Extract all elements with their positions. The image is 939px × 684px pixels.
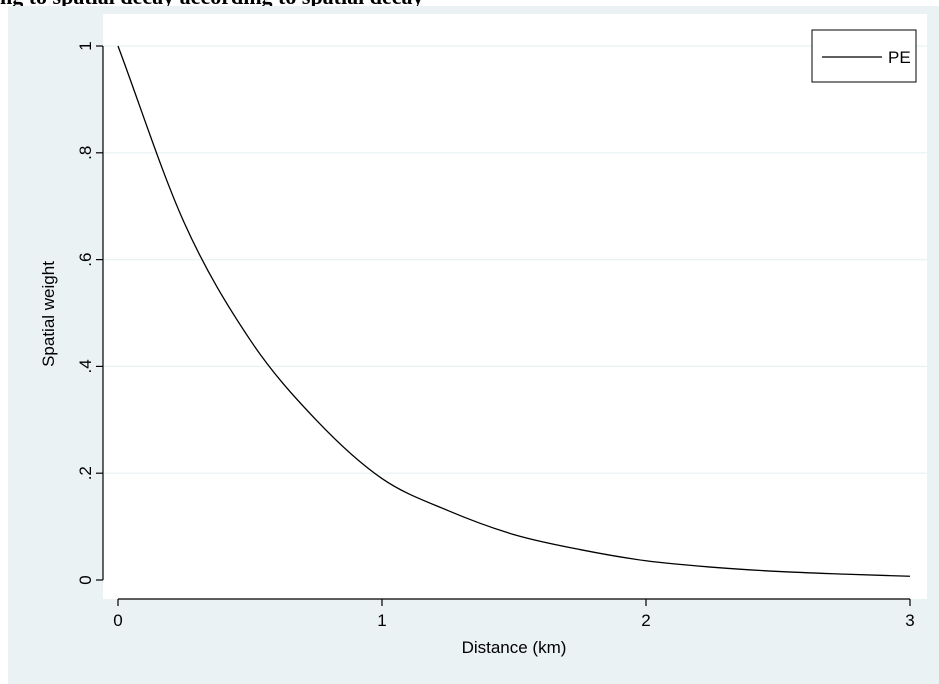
figure-caption: ng to spatial decay according to spatial… bbox=[0, 0, 424, 10]
legend-box bbox=[811, 29, 917, 83]
y-tick-label: .4 bbox=[76, 359, 95, 373]
x-tick-label: 1 bbox=[377, 611, 386, 630]
x-tick-label: 3 bbox=[905, 611, 914, 630]
x-tick-label: 2 bbox=[641, 611, 650, 630]
series-layer bbox=[117, 45, 911, 577]
legend: PE bbox=[811, 29, 917, 83]
legend-label-pe: PE bbox=[888, 48, 911, 67]
y-tick-label: 0 bbox=[76, 575, 95, 584]
y-tick-label: .2 bbox=[76, 466, 95, 480]
y-tick-label: 1 bbox=[76, 41, 95, 50]
y-tick-label: .8 bbox=[76, 146, 95, 160]
series-line-pe bbox=[117, 45, 911, 577]
y-axis-title: Spatial weight bbox=[39, 261, 58, 367]
grid-lines bbox=[104, 45, 927, 474]
y-tick-label: .6 bbox=[76, 253, 95, 267]
axes: 0 .2 .4 .6 .8 1 0 1 2 3 bbox=[76, 41, 915, 630]
x-axis-title: Distance (km) bbox=[462, 638, 567, 657]
x-tick-label: 0 bbox=[113, 611, 122, 630]
plot-area bbox=[103, 14, 927, 599]
